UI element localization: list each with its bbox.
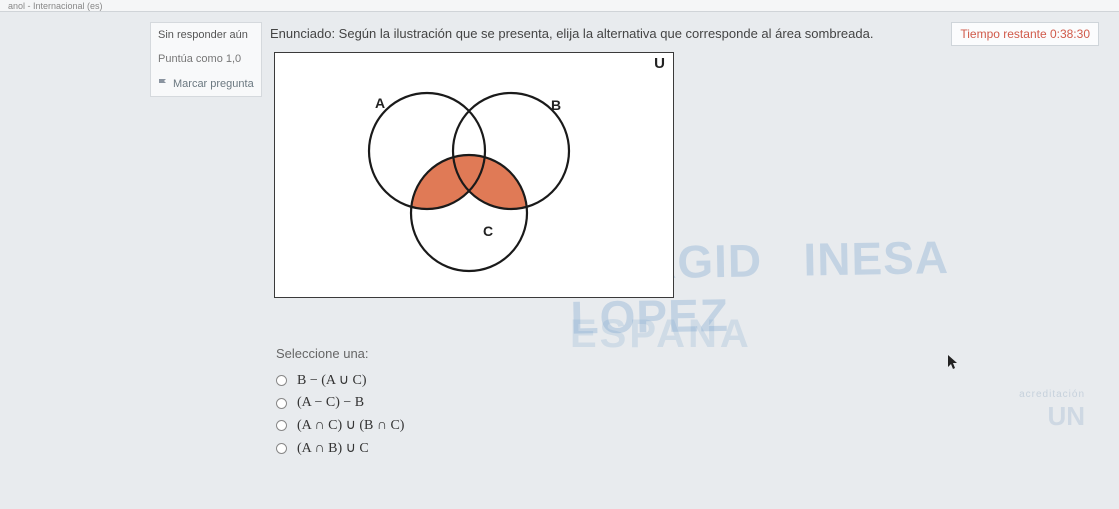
answers-block: Seleccione una: B − (A ∪ C) (A − C) − B …: [276, 346, 1099, 460]
answers-title: Seleccione una:: [276, 346, 1099, 361]
radio-icon: [276, 443, 287, 454]
topbar-text: anol - Internacional (es): [8, 1, 103, 11]
question-sidebar: Sin responder aún Puntúa como 1,0 Marcar…: [150, 22, 262, 460]
option-label: (A ∩ C) ∪ (B ∩ C): [297, 417, 404, 434]
status-text: Sin responder aún: [158, 29, 248, 41]
option-label: (A − C) − B: [297, 395, 364, 411]
flag-icon: [158, 78, 168, 90]
venn-frame: U A B C: [274, 52, 674, 298]
option-1[interactable]: (A − C) − B: [276, 392, 1099, 414]
status-box: Sin responder aún: [150, 22, 262, 47]
label-c: C: [483, 223, 493, 239]
timer-box: Tiempo restante 0:38:30: [951, 22, 1099, 46]
question-content: Enunciado: Según la ilustración que se p…: [270, 22, 1119, 460]
radio-icon: [276, 375, 287, 386]
option-label: (A ∩ B) ∪ C: [297, 440, 369, 457]
header-row: Enunciado: Según la ilustración que se p…: [270, 22, 1099, 46]
option-3[interactable]: (A ∩ B) ∪ C: [276, 437, 1099, 460]
radio-icon: [276, 398, 287, 409]
figure-wrap: MARGID INESA LOPEZ ESPANA U: [270, 52, 1099, 298]
flag-button[interactable]: Marcar pregunta: [150, 72, 262, 97]
cursor-icon: [947, 354, 959, 370]
badge-text: acreditación: [1019, 389, 1085, 400]
venn-diagram: [275, 53, 675, 299]
flag-label: Marcar pregunta: [173, 77, 254, 91]
label-u: U: [654, 55, 665, 72]
label-a: A: [375, 95, 385, 111]
label-b: B: [551, 97, 561, 113]
question-page: Sin responder aún Puntúa como 1,0 Marcar…: [0, 12, 1119, 460]
top-bar: anol - Internacional (es): [0, 0, 1119, 12]
option-0[interactable]: B − (A ∪ C): [276, 369, 1099, 392]
radio-icon: [276, 420, 287, 431]
option-label: B − (A ∪ C): [297, 372, 366, 389]
statement-text: Enunciado: Según la ilustración que se p…: [270, 22, 873, 41]
timer-text: Tiempo restante 0:38:30: [960, 27, 1090, 41]
score-text: Puntúa como 1,0: [158, 53, 241, 65]
score-box: Puntúa como 1,0: [150, 47, 262, 71]
option-2[interactable]: (A ∩ C) ∪ (B ∩ C): [276, 414, 1099, 437]
